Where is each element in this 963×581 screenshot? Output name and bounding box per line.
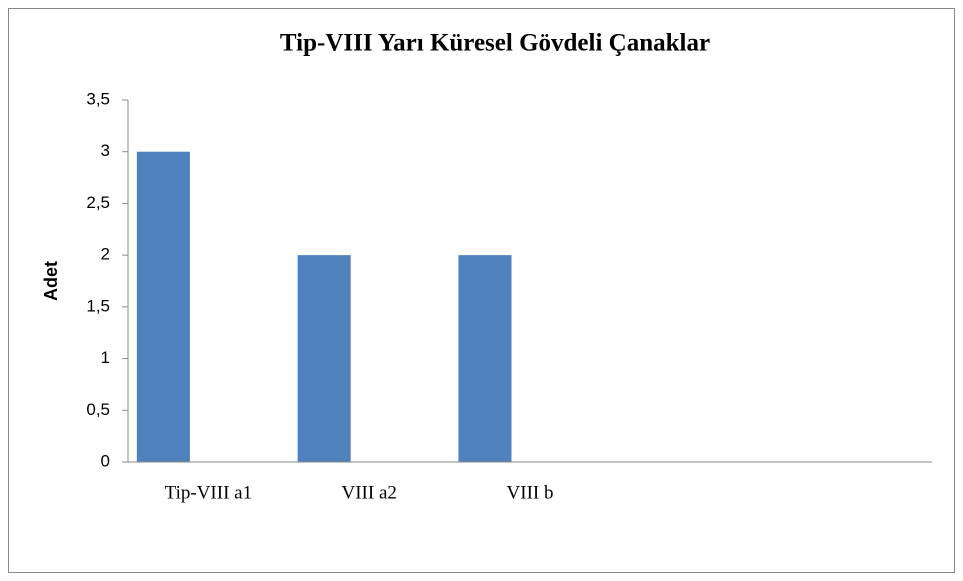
- x-tick-label: VIII a2: [342, 482, 397, 503]
- y-tick-label: 3: [101, 141, 110, 160]
- y-tick-label: 0,5: [86, 400, 110, 419]
- chart-title: Tip-VIII Yarı Küresel Gövdeli Çanaklar: [280, 30, 710, 57]
- y-tick-label: 2: [101, 245, 110, 264]
- y-axis-label: Adet: [41, 261, 61, 301]
- y-tick-label: 1: [101, 348, 110, 367]
- y-tick-label: 0: [101, 451, 110, 470]
- bar: [458, 255, 512, 462]
- x-tick-label: VIII b: [507, 482, 554, 503]
- bar: [136, 151, 190, 462]
- bar: [297, 255, 351, 462]
- y-tick-label: 1,5: [86, 296, 110, 315]
- x-tick-label: Tip-VIII a1: [165, 482, 252, 503]
- y-tick-label: 2,5: [86, 193, 110, 212]
- y-tick-label: 3,5: [86, 89, 110, 108]
